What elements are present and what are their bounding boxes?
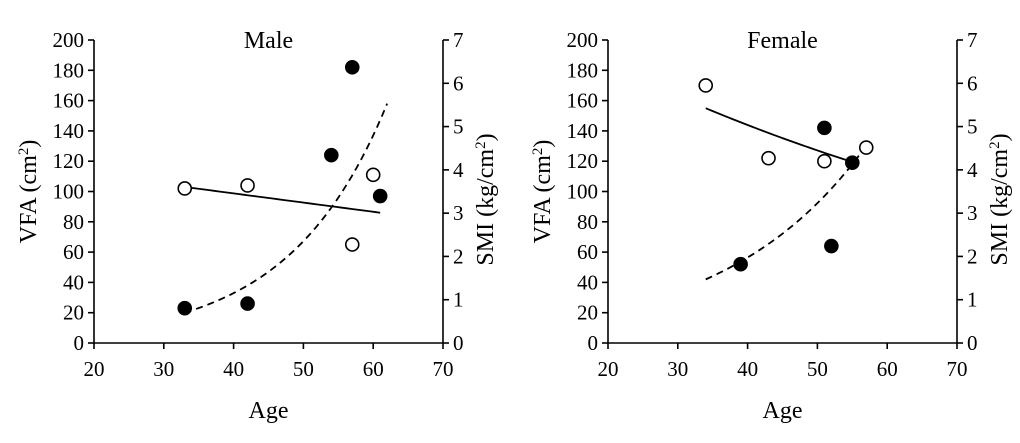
y-left-tick-label: 60 <box>577 240 598 264</box>
y-right-tick-label: 2 <box>453 244 464 268</box>
y-left-tick-label: 120 <box>53 149 85 173</box>
y-right-tick-label: 3 <box>453 201 464 225</box>
y-left-tick-label: 140 <box>567 119 599 143</box>
y-left-tick-label: 200 <box>567 28 599 52</box>
x-tick-label: 20 <box>598 357 619 381</box>
trend-line-solid <box>705 107 860 166</box>
y-left-tick-label: 180 <box>53 58 85 82</box>
panel-title: Female <box>747 28 818 54</box>
data-point-filled <box>733 256 748 272</box>
y-left-tick-label: 100 <box>567 180 599 204</box>
y-right-axis-title: SMI (kg/cm2) <box>987 133 1013 265</box>
y-left-axis-title: VFA (cm2) <box>16 140 42 244</box>
x-tick-label: 70 <box>947 357 968 381</box>
y-left-tick-label: 100 <box>53 180 85 204</box>
x-tick-label: 70 <box>433 357 454 381</box>
y-right-tick-label: 7 <box>967 28 978 52</box>
y-left-tick-label: 140 <box>53 119 85 143</box>
x-tick-label: 60 <box>363 357 384 381</box>
y-right-tick-label: 3 <box>967 201 978 225</box>
y-left-tick-label: 40 <box>63 270 84 294</box>
panel-title: Male <box>244 28 293 54</box>
y-right-tick-label: 6 <box>967 71 978 95</box>
y-left-tick-label: 20 <box>63 301 84 325</box>
trend-line-dashed <box>705 154 860 281</box>
x-tick-label: 20 <box>84 357 105 381</box>
data-point-open <box>177 181 193 196</box>
data-point-filled <box>324 147 339 163</box>
data-point-filled <box>177 300 193 316</box>
y-right-tick-label: 1 <box>453 288 464 312</box>
x-tick-label: 50 <box>293 357 314 381</box>
y-left-tick-label: 160 <box>567 89 599 113</box>
y-left-tick-label: 160 <box>53 89 85 113</box>
data-point-open <box>365 167 381 183</box>
trend-line-solid <box>184 186 381 214</box>
y-left-tick-label: 0 <box>74 331 85 355</box>
x-tick-label: 40 <box>223 357 244 381</box>
data-point-open <box>817 153 832 169</box>
x-tick-label: 30 <box>667 357 688 381</box>
y-right-tick-label: 2 <box>967 244 978 268</box>
y-left-tick-label: 40 <box>577 270 598 294</box>
data-point-open <box>698 78 714 93</box>
data-point-filled <box>824 238 839 254</box>
data-point-filled <box>817 120 832 136</box>
y-right-tick-label: 6 <box>453 71 464 95</box>
data-point-filled <box>240 296 255 311</box>
y-right-tick-label: 1 <box>967 288 978 312</box>
x-tick-label: 40 <box>737 357 758 381</box>
x-axis-title: Age <box>763 398 803 424</box>
y-left-tick-label: 20 <box>577 301 598 325</box>
y-left-tick-label: 80 <box>577 210 598 234</box>
data-point-open <box>858 140 874 155</box>
data-point-filled <box>344 59 360 75</box>
y-left-tick-label: 0 <box>588 331 599 355</box>
y-right-axis-title: SMI (kg/cm2) <box>473 133 499 265</box>
y-right-tick-label: 4 <box>967 158 978 182</box>
y-right-tick-label: 5 <box>967 115 978 139</box>
data-point-open <box>240 178 255 193</box>
y-right-tick-label: 7 <box>453 28 464 52</box>
x-tick-label: 60 <box>877 357 898 381</box>
y-left-axis-title: VFA (cm2) <box>530 140 556 244</box>
data-point-open <box>761 150 776 166</box>
y-left-tick-label: 60 <box>63 240 84 264</box>
x-tick-label: 50 <box>807 357 828 381</box>
data-point-filled <box>844 155 860 171</box>
trend-line-dashed <box>184 103 388 314</box>
y-left-tick-label: 80 <box>63 210 84 234</box>
y-right-tick-label: 5 <box>453 115 464 139</box>
y-right-tick-label: 0 <box>967 331 978 355</box>
y-left-tick-label: 180 <box>567 58 599 82</box>
data-point-filled <box>372 188 388 204</box>
y-right-tick-label: 4 <box>453 158 464 182</box>
data-point-open <box>344 237 360 252</box>
x-axis-title: Age <box>249 398 289 424</box>
y-left-tick-label: 120 <box>567 149 599 173</box>
y-right-tick-label: 0 <box>453 331 464 355</box>
y-left-tick-label: 200 <box>53 28 85 52</box>
x-tick-label: 30 <box>153 357 174 381</box>
